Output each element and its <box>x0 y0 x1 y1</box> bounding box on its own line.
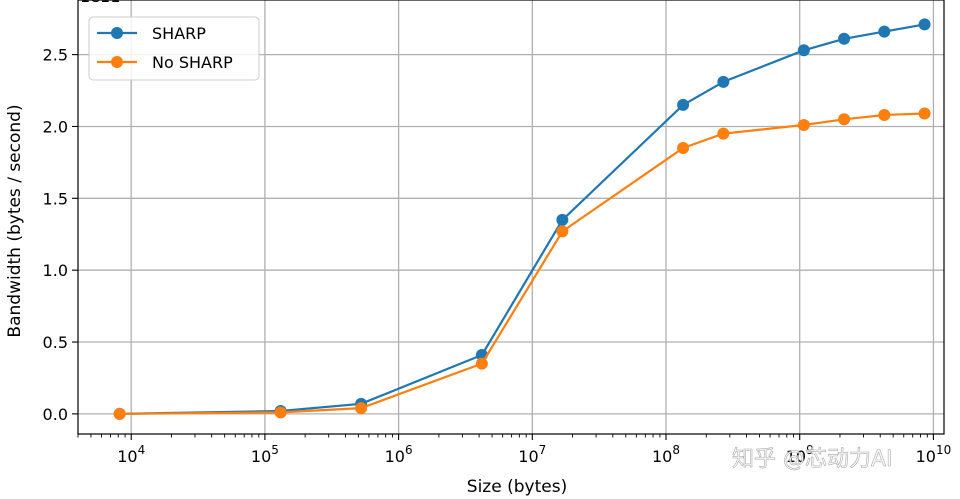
y-tick-label: 0.0 <box>43 405 68 424</box>
data-point <box>797 44 810 57</box>
data-point <box>918 107 931 120</box>
data-point <box>556 213 569 226</box>
legend-label-sharp: SHARP <box>152 24 206 43</box>
y-tick-label: 1.0 <box>43 261 68 280</box>
y-tick-label: 0.5 <box>43 333 68 352</box>
offset-text: 1e11 <box>80 0 120 6</box>
y-tick-label: 2.5 <box>43 46 68 65</box>
data-point <box>717 127 730 140</box>
legend-label-no-sharp: No SHARP <box>152 53 233 72</box>
data-point <box>475 357 488 370</box>
data-point <box>677 98 690 111</box>
data-point <box>556 225 569 238</box>
data-point <box>677 142 690 155</box>
series-layer <box>113 18 931 420</box>
x-axis-label: Size (bytes) <box>467 477 567 497</box>
legend-marker-sharp <box>111 27 123 39</box>
y-ticks: 0.0 0.5 1.0 1.5 2.0 2.5 <box>43 46 78 424</box>
legend-marker-no-sharp <box>111 56 123 68</box>
data-point <box>355 402 368 415</box>
data-point <box>878 25 891 38</box>
data-point <box>838 32 851 45</box>
y-axis-label: Bandwidth (bytes / second) <box>5 104 25 337</box>
legend: SHARP No SHARP <box>88 16 260 81</box>
data-point <box>918 18 931 31</box>
y-tick-label: 1.5 <box>43 189 68 208</box>
watermark-text: 知乎 @芯动力AI <box>732 447 893 472</box>
data-point <box>838 113 851 126</box>
data-point <box>717 75 730 88</box>
plot-frame <box>77 0 945 435</box>
data-point <box>797 119 810 132</box>
grid-lines <box>78 0 944 434</box>
y-tick-label: 2.0 <box>43 117 68 136</box>
data-point <box>274 406 287 419</box>
series-1 <box>113 107 931 420</box>
data-point <box>113 407 126 420</box>
data-point <box>878 108 891 121</box>
